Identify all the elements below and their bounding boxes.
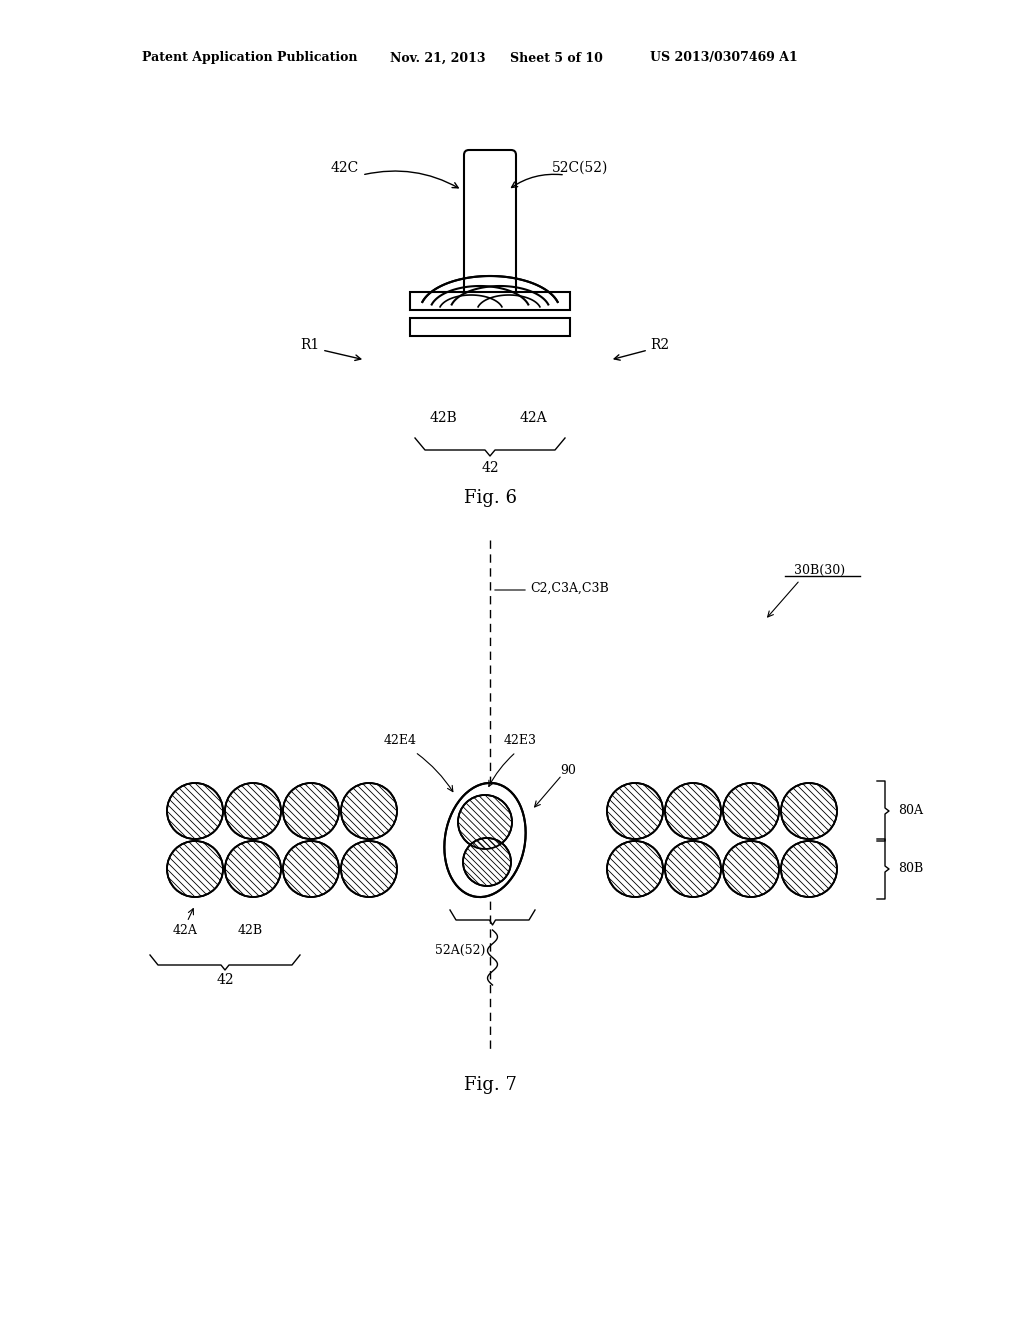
Text: Fig. 7: Fig. 7 [464, 1076, 516, 1094]
Circle shape [723, 783, 779, 840]
Text: 42: 42 [216, 973, 233, 987]
Text: 90: 90 [560, 763, 575, 776]
Ellipse shape [444, 783, 525, 898]
Circle shape [607, 841, 663, 898]
Text: US 2013/0307469 A1: US 2013/0307469 A1 [650, 51, 798, 65]
FancyBboxPatch shape [464, 150, 516, 305]
Circle shape [723, 841, 779, 898]
Circle shape [225, 783, 281, 840]
Circle shape [167, 841, 223, 898]
Circle shape [167, 783, 223, 840]
Text: 42E3: 42E3 [504, 734, 537, 747]
Text: Patent Application Publication: Patent Application Publication [142, 51, 357, 65]
Bar [410, 292, 570, 310]
Text: 42: 42 [481, 461, 499, 475]
Text: R2: R2 [650, 338, 670, 352]
Circle shape [283, 841, 339, 898]
Text: C2,C3A,C3B: C2,C3A,C3B [530, 582, 608, 594]
Circle shape [607, 783, 663, 840]
Text: 42E4: 42E4 [384, 734, 417, 747]
Text: 42A: 42A [173, 924, 198, 936]
Circle shape [458, 795, 512, 849]
Circle shape [341, 783, 397, 840]
Circle shape [665, 841, 721, 898]
Circle shape [665, 783, 721, 840]
Text: 42A: 42A [519, 411, 547, 425]
Text: 30B(30): 30B(30) [795, 564, 846, 577]
Bar [410, 318, 570, 337]
Text: 80A: 80A [898, 804, 923, 817]
Circle shape [341, 841, 397, 898]
Text: 52C(52): 52C(52) [552, 161, 608, 176]
Circle shape [781, 783, 837, 840]
Text: 42B: 42B [429, 411, 457, 425]
Text: 42B: 42B [238, 924, 262, 936]
Text: 42C: 42C [331, 161, 359, 176]
Circle shape [225, 841, 281, 898]
Text: Fig. 6: Fig. 6 [464, 488, 516, 507]
Text: Nov. 21, 2013: Nov. 21, 2013 [390, 51, 485, 65]
Text: Sheet 5 of 10: Sheet 5 of 10 [510, 51, 603, 65]
Circle shape [283, 783, 339, 840]
Text: R1: R1 [300, 338, 319, 352]
Circle shape [463, 838, 511, 886]
Text: 52A(52): 52A(52) [435, 944, 485, 957]
Circle shape [781, 841, 837, 898]
Text: 80B: 80B [898, 862, 924, 875]
